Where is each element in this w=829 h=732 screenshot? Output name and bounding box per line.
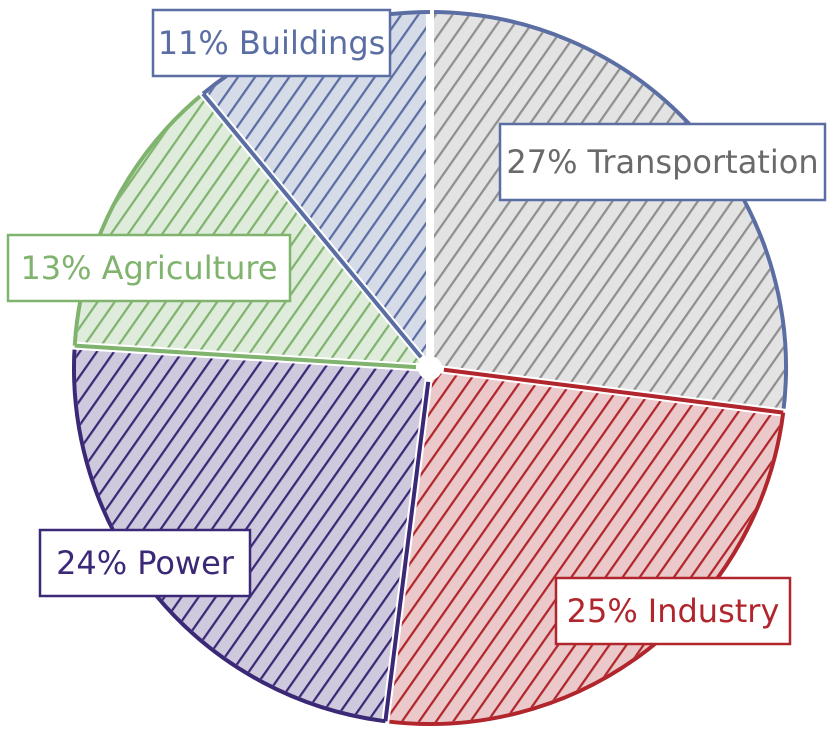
value-label: 25%: [567, 592, 638, 630]
center-dot: [418, 356, 442, 380]
value-label: 13%: [20, 249, 91, 287]
label-box: [151, 8, 392, 78]
slice-rim: [385, 412, 786, 726]
label-box: [498, 122, 827, 202]
slice-label: 11% Buildings: [158, 24, 386, 62]
category-label: Agriculture: [102, 249, 278, 287]
value-label: 11%: [158, 24, 229, 62]
slice-label: 25% Industry: [567, 592, 780, 630]
category-label: Industry: [648, 592, 780, 630]
slice-edge: [74, 343, 417, 370]
category-label: Power: [137, 544, 235, 582]
slice-edge: [443, 367, 784, 415]
slice-edge: [201, 92, 423, 359]
slice-edge: [383, 381, 431, 722]
category-label: Buildings: [239, 24, 385, 62]
pie-slice: [380, 363, 790, 730]
label-box: [6, 233, 292, 303]
category-label: Transportation: [587, 143, 819, 181]
pie-slice: [426, 5, 792, 418]
slice-label: 27% Transportation: [506, 143, 818, 181]
slice-label: 24% Power: [56, 544, 235, 582]
label-box: [38, 528, 252, 598]
label-box: [554, 576, 792, 646]
value-label: 27%: [506, 143, 577, 181]
slice-label: 13% Agriculture: [20, 249, 277, 287]
slice-rim: [72, 92, 205, 346]
value-label: 24%: [56, 544, 127, 582]
